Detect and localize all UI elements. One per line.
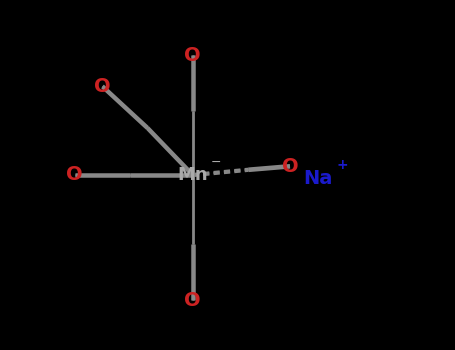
Text: O: O	[282, 157, 298, 176]
Text: O: O	[184, 290, 201, 309]
Text: O: O	[184, 46, 201, 65]
Text: +: +	[336, 158, 348, 172]
Text: Na: Na	[303, 169, 333, 188]
Text: O: O	[94, 77, 111, 96]
Text: −: −	[211, 156, 222, 169]
Text: O: O	[66, 166, 83, 184]
Text: Mn: Mn	[177, 166, 208, 184]
